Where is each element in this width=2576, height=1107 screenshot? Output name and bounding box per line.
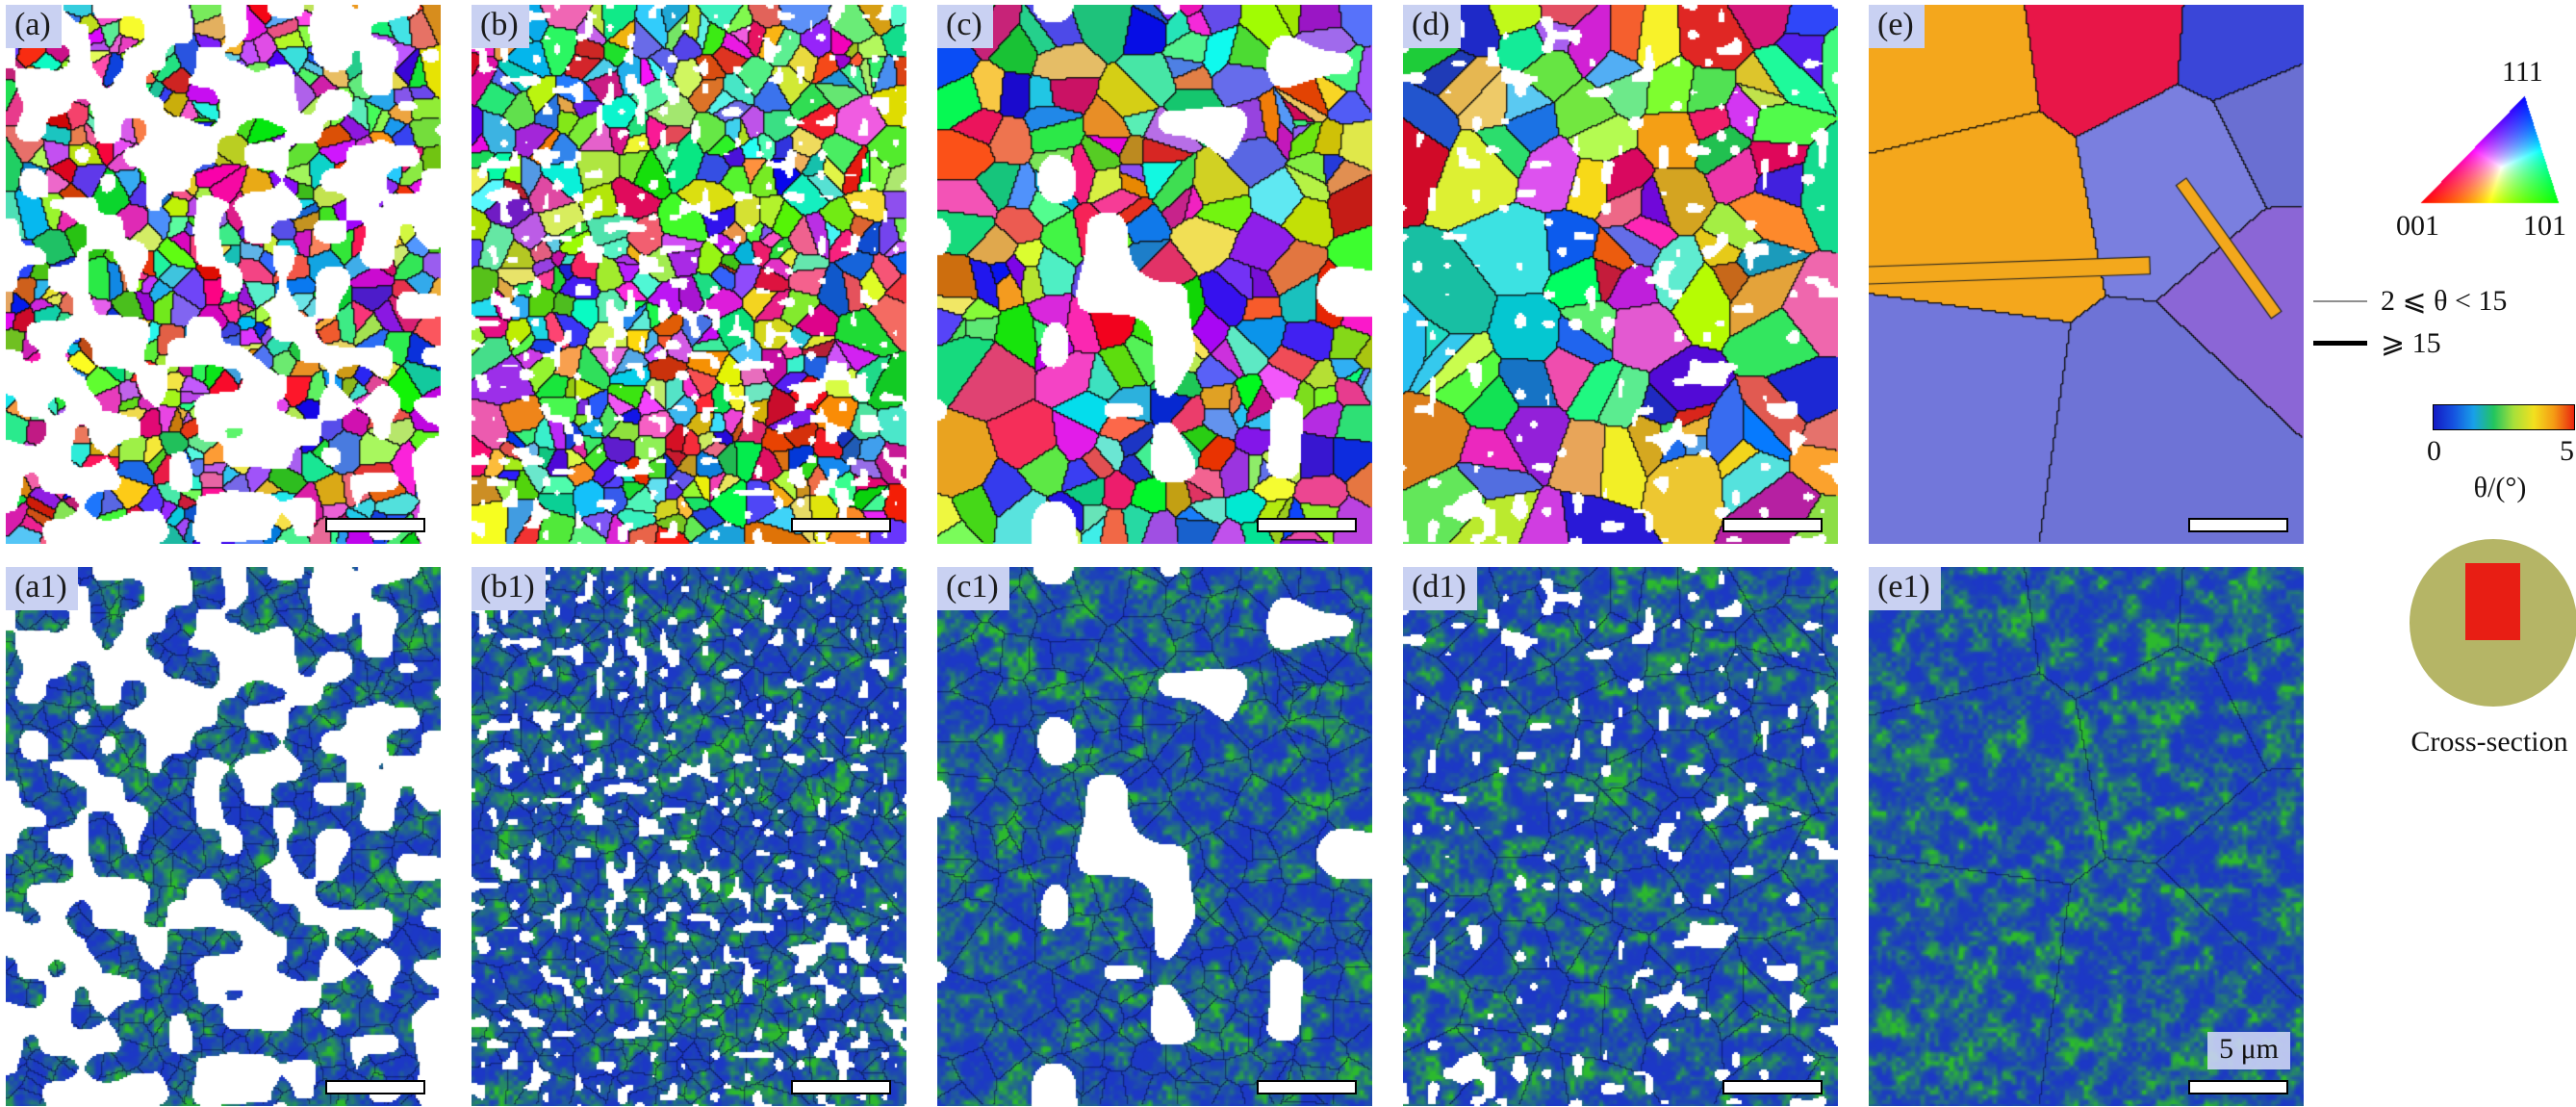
panel-c-ipf: (c): [937, 5, 1372, 544]
panel-label-b: (b): [472, 5, 529, 48]
scale-bar: [1257, 518, 1357, 532]
panel-a-ipf: (a): [6, 5, 441, 544]
panel-label-e1: (e1): [1869, 567, 1941, 610]
ipf-corner-label-001: 001: [2396, 210, 2439, 242]
panel-label-d1: (d1): [1403, 567, 1477, 610]
boundary-legend-low-angle: 2 ⩽ θ < 15: [2313, 284, 2507, 318]
panel-b1-kam: (b1): [472, 567, 906, 1106]
panel-label-d: (d): [1403, 5, 1461, 48]
scale-bar: [791, 1080, 891, 1094]
scale-bar: [325, 518, 425, 532]
kam-map-canvas-d1: [1403, 567, 1838, 1106]
ipf-map-canvas-a: [6, 5, 441, 544]
low-angle-boundary-label: 2 ⩽ θ < 15: [2381, 285, 2508, 317]
kam-map-canvas-b1: [472, 567, 906, 1106]
kam-map-canvas-e1: [1869, 567, 2304, 1106]
ipf-map-canvas-b: [472, 5, 906, 544]
thin-gray-line-swatch: [2313, 299, 2367, 302]
scale-bar: [325, 1080, 425, 1094]
panel-label-a1: (a1): [6, 567, 78, 610]
boundary-legend-high-angle: ⩾ 15: [2313, 326, 2441, 360]
legend-column: 111 001 101 2 ⩽ θ < 15 ⩾ 15 0 5 θ/(°) Cr…: [2309, 0, 2576, 1107]
ipf-corner-label-111: 111: [2502, 56, 2543, 88]
ipf-color-triangle: [2417, 92, 2562, 206]
panel-label-c1: (c1): [937, 567, 1009, 610]
ipf-map-canvas-d: [1403, 5, 1838, 544]
cross-section-marker: [2465, 563, 2520, 640]
panel-label-a: (a): [6, 5, 62, 48]
scale-bar: [2188, 518, 2288, 532]
colorbar-tick-max: 5: [2560, 435, 2574, 467]
panel-a1-kam: (a1): [6, 567, 441, 1106]
thick-black-line-swatch: [2313, 341, 2367, 346]
cross-section-label: Cross-section: [2410, 726, 2568, 758]
panel-d-ipf: (d): [1403, 5, 1838, 544]
scale-bar: [1722, 1080, 1823, 1094]
colorbar-tick-min: 0: [2427, 435, 2441, 467]
ipf-map-canvas-c: [937, 5, 1372, 544]
high-angle-boundary-label: ⩾ 15: [2381, 327, 2441, 359]
scale-bar: [791, 518, 891, 532]
panel-label-b1: (b1): [472, 567, 546, 610]
panel-b-ipf: (b): [472, 5, 906, 544]
cross-section-diagram: [2410, 539, 2576, 707]
ipf-map-canvas-e: [1869, 5, 2304, 544]
panel-d1-kam: (d1): [1403, 567, 1838, 1106]
kam-map-canvas-a1: [6, 567, 441, 1106]
panel-e1-kam: (e1) 5 μm: [1869, 567, 2304, 1106]
panel-c1-kam: (c1): [937, 567, 1372, 1106]
kam-colorbar-gradient: [2433, 404, 2575, 430]
scale-bar-label: 5 μm: [2207, 1032, 2290, 1069]
scale-bar: [2188, 1080, 2288, 1094]
panel-e-ipf: (e): [1869, 5, 2304, 544]
panel-label-e: (e): [1869, 5, 1925, 48]
scale-bar: [1257, 1080, 1357, 1094]
panel-grid: (a) (b) (c) (d) (e) (a1): [6, 5, 2304, 1106]
ipf-corner-label-101: 101: [2523, 210, 2566, 242]
scale-bar: [1722, 518, 1823, 532]
kam-map-canvas-c1: [937, 567, 1372, 1106]
panel-label-c: (c): [937, 5, 993, 48]
colorbar-axis-label: θ/(°): [2473, 472, 2527, 503]
